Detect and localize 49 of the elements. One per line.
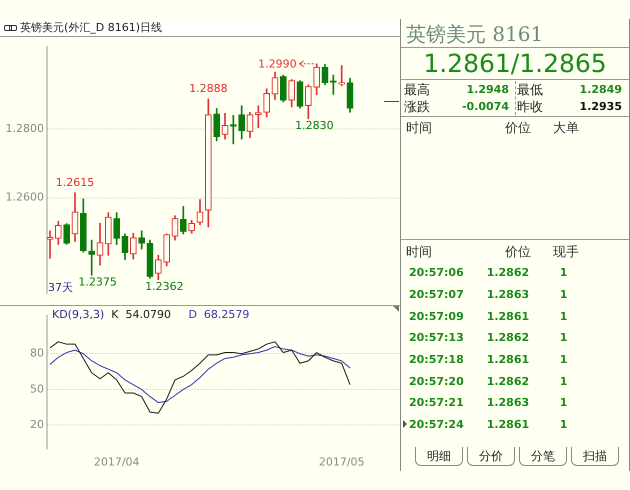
annotation: 1.2830 [295,119,334,132]
text: -0.0074 [460,100,509,113]
text: 价位 [504,120,531,137]
annotation: 1.2362 [145,280,184,294]
text: 价位 [504,244,531,261]
y-tick-label: 80 [30,346,44,360]
text: K [111,308,120,321]
annotation: 68.2579 [204,308,250,321]
text: 1.2935 [578,100,622,113]
text: 1.2861/1.2865 [422,49,608,78]
chart-title: KD(9,3,3) [52,308,104,321]
chart-title: 英镑美元(外汇_D 8161)日线 [20,21,162,34]
y-tick-label: 1.2600 [6,190,44,204]
annotation: 54.0790 [125,308,172,321]
text: 明细 [415,447,463,466]
text: 20:57:20 1.2862 1 [409,374,568,388]
text: 最高 [404,82,431,99]
annotation: 1.2615 [56,176,94,190]
text: 时间 [406,120,433,137]
x-tick-label: 2017/05 [318,455,365,468]
candlestick [47,230,54,259]
y-tick-label: 20 [30,418,44,432]
text: 20:57:09 1.2861 1 [409,310,568,323]
text: 1.2849 [578,83,622,96]
text: 20:57:06 1.2862 1 [409,266,568,280]
annotation: 1.2888 [189,82,228,96]
text: 1.2948 [466,83,509,96]
text: D [188,308,198,321]
text: 20:57:18 1.2861 1 [409,353,568,366]
text: 现手 [552,244,580,261]
text: 分价 [467,447,515,466]
text: 20:57:07 1.2863 1 [409,288,568,302]
annotation: 1.2375 [78,276,117,289]
text: 分笔 [519,447,567,466]
text: 扫描 [571,447,619,466]
text: 时间 [406,244,433,261]
text: 英镑美元 8161 [406,21,544,48]
text: 20:57:13 1.2862 1 [409,331,568,344]
text: 大单 [552,120,580,137]
text: 20:57:24 1.2861 1 [409,418,568,432]
x-tick-label: 2017/04 [94,455,140,468]
annotation: 1.2990 [258,58,297,71]
text: 20:57:21 1.2863 1 [409,396,568,410]
annotation: 37天 [48,280,73,294]
text: 涨跌 [404,99,431,116]
y-tick-label: 1.2800 [6,122,44,135]
text: 最低 [517,82,544,99]
y-tick-label: 50 [30,382,44,396]
text: 昨收 [517,99,544,116]
